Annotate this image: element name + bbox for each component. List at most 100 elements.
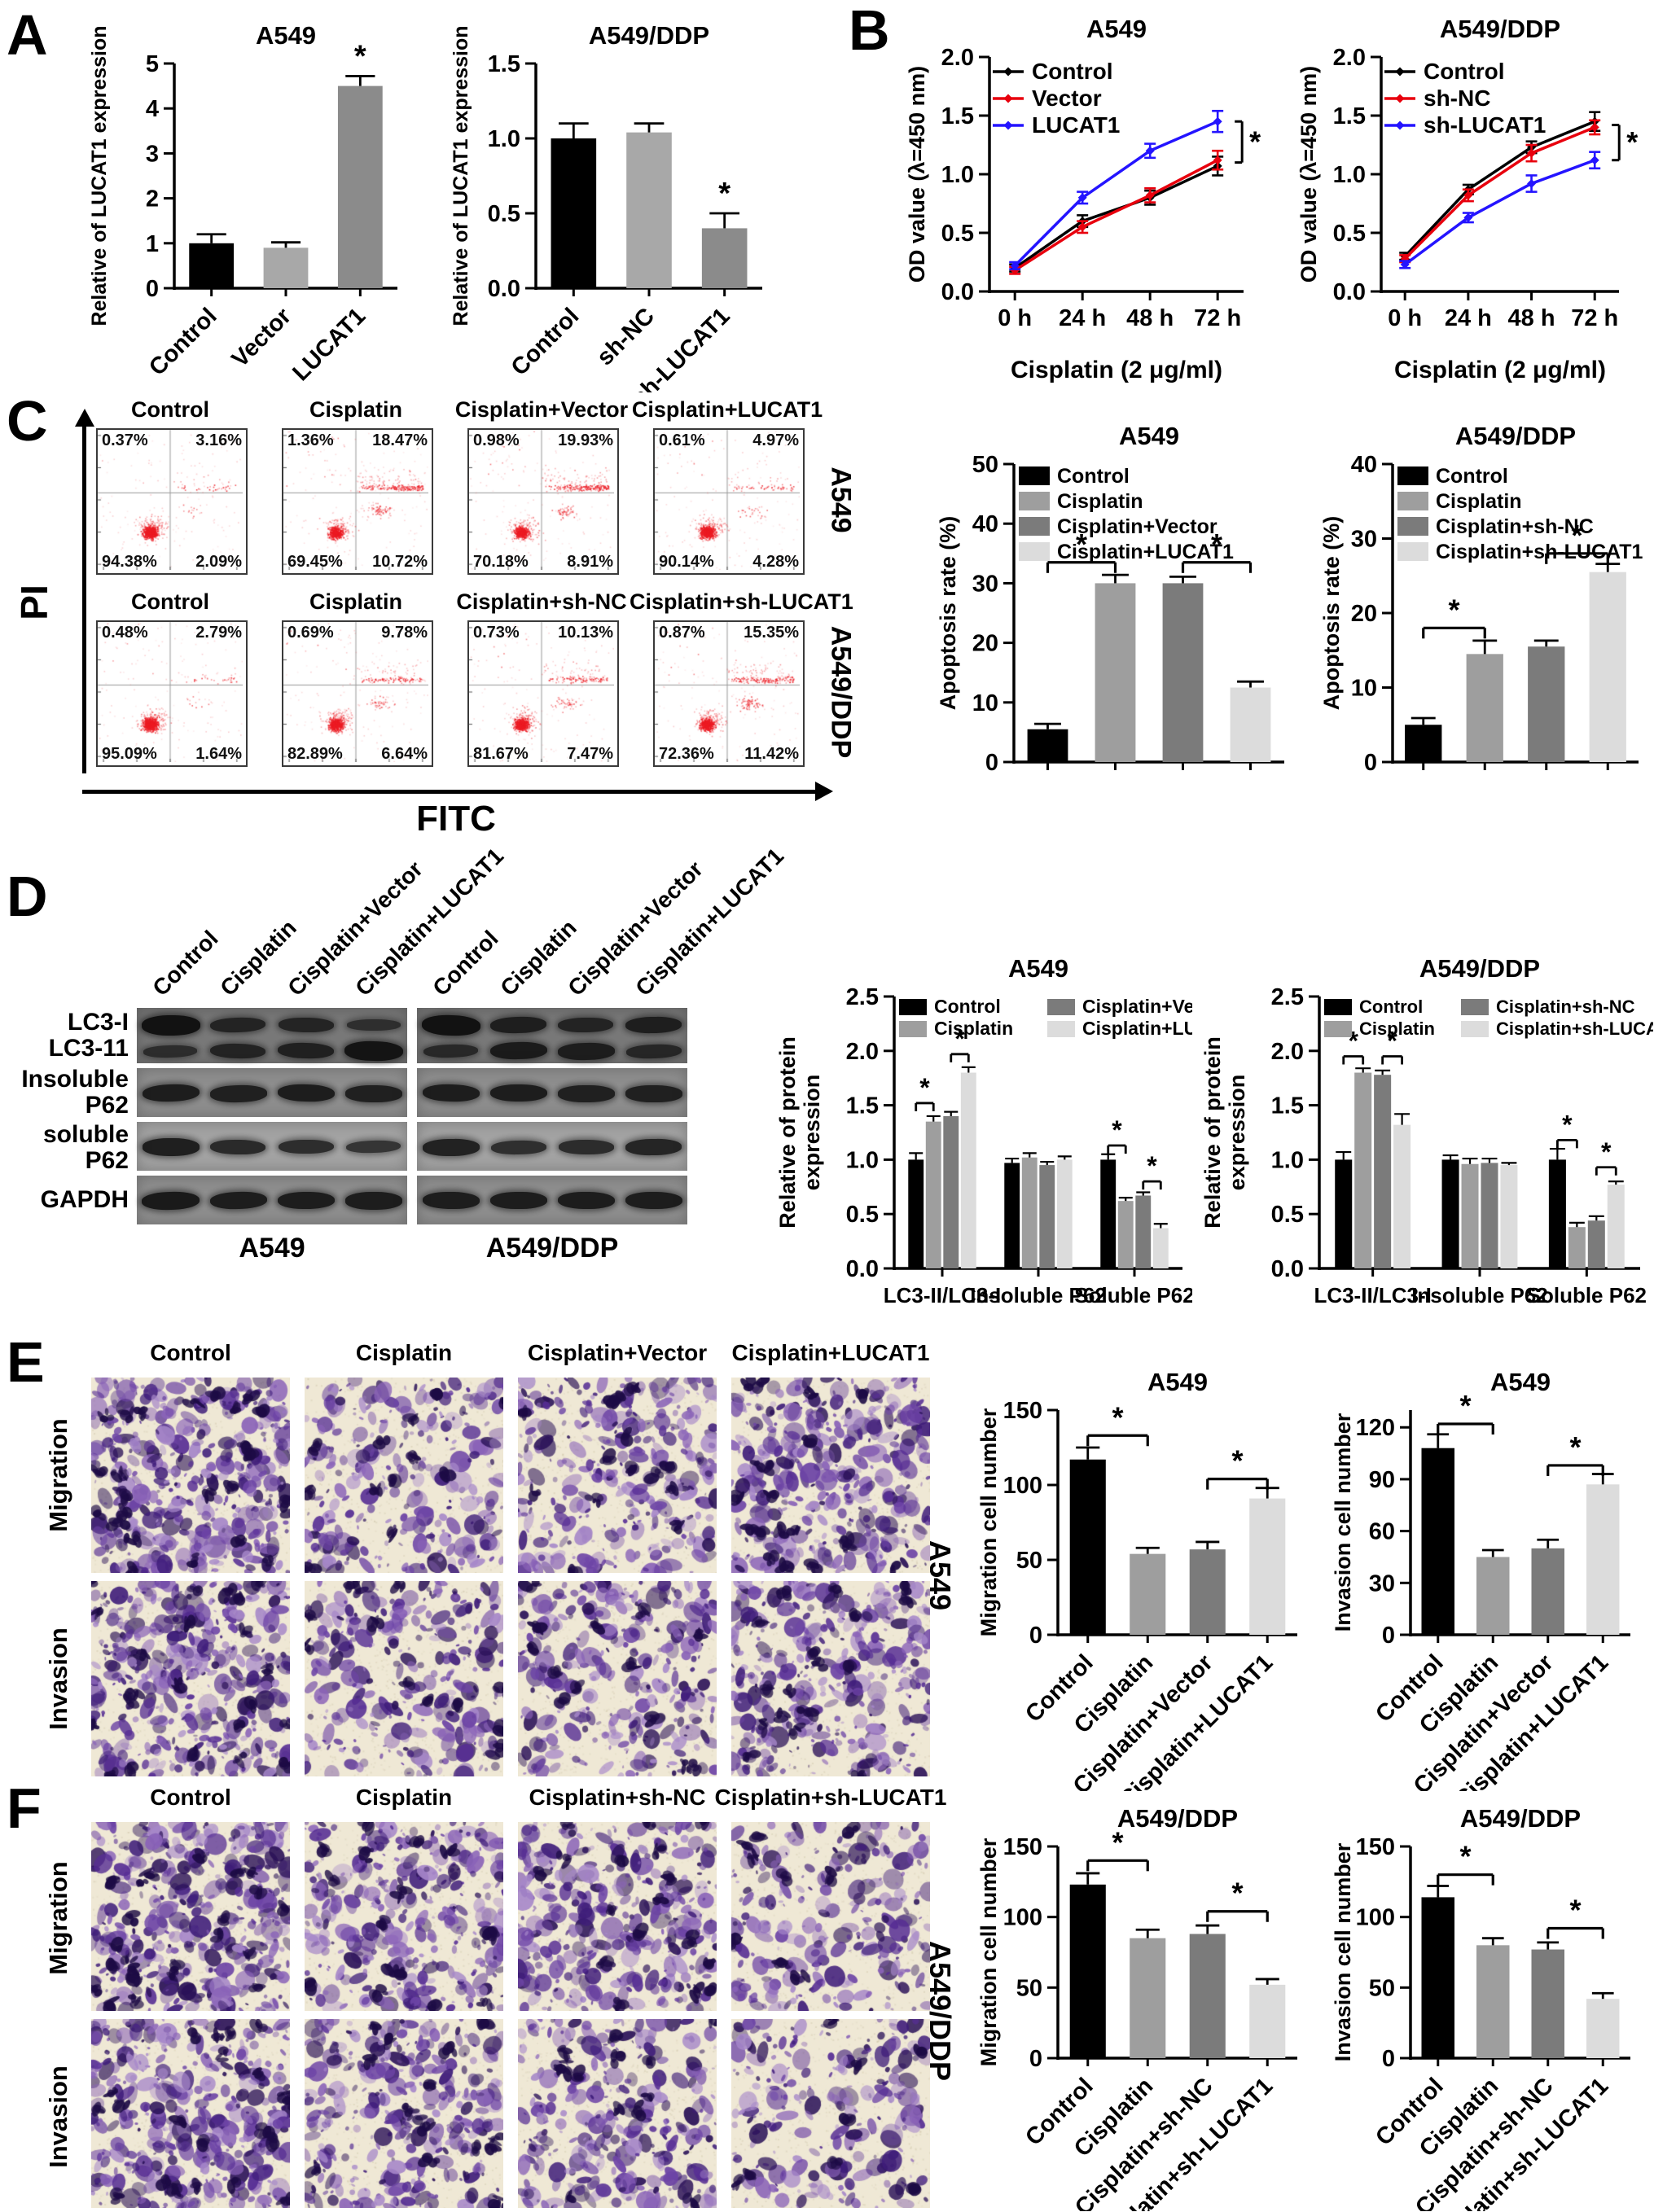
transwell-image bbox=[305, 2019, 503, 2208]
flow-quadrant-percent-ul: 0.98% bbox=[473, 431, 520, 449]
flow-quadrant-percent-ur: 18.47% bbox=[372, 431, 428, 449]
svg-text:Cisplatin+sh-LUCAT1: Cisplatin+sh-LUCAT1 bbox=[1436, 541, 1643, 563]
transwell-image bbox=[91, 1822, 290, 2011]
svg-text:Cisplatin: Cisplatin bbox=[934, 1018, 1013, 1039]
svg-text:1.0: 1.0 bbox=[488, 126, 520, 152]
svg-text:Control: Control bbox=[1057, 465, 1130, 488]
svg-text:100: 100 bbox=[1003, 1473, 1042, 1499]
transwell-image bbox=[91, 1378, 290, 1573]
blot-band bbox=[625, 1192, 682, 1210]
blot-membrane-block bbox=[417, 1176, 687, 1224]
svg-text:*: * bbox=[1112, 1825, 1123, 1859]
blot-band bbox=[346, 1019, 401, 1031]
flow-quadrant-percent-ul: 0.48% bbox=[102, 624, 148, 642]
svg-text:A549/DDP: A549/DDP bbox=[589, 21, 709, 50]
blot-membrane-block bbox=[137, 1008, 407, 1063]
flow-quadrant-percent-ur: 9.78% bbox=[381, 624, 428, 642]
blot-band bbox=[557, 1191, 615, 1210]
flow-quadrant-percent-lr: 4.28% bbox=[752, 553, 799, 571]
bar-chart-C2: 0 10 20 30 40 A549/DDP Apoptosis rate (%) * * Con… bbox=[1319, 423, 1643, 776]
panel-e-row-label-invasion: Invasion bbox=[44, 1627, 72, 1730]
svg-text:Cisplatin+sh-NC: Cisplatin+sh-NC bbox=[1496, 996, 1635, 1017]
flow-quadrant-percent-ul: 0.37% bbox=[102, 431, 148, 449]
svg-text:40: 40 bbox=[972, 511, 998, 537]
flow-plot-title: Cisplatin+sh-NC bbox=[456, 589, 627, 614]
svg-text:*: * bbox=[1626, 125, 1638, 159]
svg-text:0 h: 0 h bbox=[1388, 305, 1422, 331]
svg-text:A549/DDP: A549/DDP bbox=[1117, 1804, 1238, 1833]
svg-text:24 h: 24 h bbox=[1445, 305, 1492, 331]
svg-text:0.0: 0.0 bbox=[846, 1256, 879, 1282]
blot-band bbox=[422, 1191, 480, 1211]
svg-text:A549: A549 bbox=[1086, 15, 1147, 43]
svg-text:*: * bbox=[954, 1024, 965, 1053]
svg-text:Invasion cell number: Invasion cell number bbox=[1331, 1842, 1355, 2061]
svg-text:0: 0 bbox=[1029, 2046, 1042, 2072]
svg-text:Apoptosis rate (%): Apoptosis rate (%) bbox=[1319, 516, 1344, 711]
pi-axis-arrowhead-icon bbox=[75, 409, 94, 427]
svg-text:Control: Control bbox=[934, 996, 1001, 1017]
pi-axis-arrow-line bbox=[82, 425, 86, 773]
blot-membrane-block bbox=[417, 1008, 687, 1063]
panel-e-row-label-migration: Migration bbox=[44, 1418, 72, 1532]
svg-text:30: 30 bbox=[1351, 527, 1377, 553]
blot-band bbox=[210, 1016, 266, 1034]
flow-row-label-a549: A549 bbox=[825, 466, 857, 533]
blot-band bbox=[210, 1043, 266, 1059]
blot-membrane-block bbox=[137, 1122, 407, 1171]
svg-text:120: 120 bbox=[1356, 1415, 1395, 1441]
blot-band bbox=[558, 1139, 614, 1155]
blot-membrane-block bbox=[417, 1068, 687, 1117]
flow-quadrant-percent-lr: 11.42% bbox=[744, 745, 799, 763]
flow-quadrant-percent-ur: 3.16% bbox=[195, 431, 242, 449]
blot-membrane-block bbox=[137, 1176, 407, 1224]
panel-letter-e: E bbox=[7, 1330, 45, 1394]
svg-text:A549: A549 bbox=[1147, 1368, 1208, 1396]
flow-scatter-plot: 0.37% 3.16% 94.38% 2.09% bbox=[96, 428, 248, 575]
svg-text:Cisplatin: Cisplatin bbox=[1359, 1018, 1435, 1039]
svg-text:A549: A549 bbox=[1119, 423, 1179, 450]
svg-text:2.0: 2.0 bbox=[846, 1039, 879, 1065]
svg-text:OD value (λ=450 nm): OD value (λ=450 nm) bbox=[905, 66, 929, 283]
svg-text:100: 100 bbox=[1356, 1905, 1395, 1931]
transwell-image bbox=[305, 1378, 503, 1573]
svg-text:60: 60 bbox=[1369, 1519, 1395, 1545]
svg-text:10: 10 bbox=[1351, 676, 1377, 702]
svg-text:*: * bbox=[1231, 1877, 1243, 1910]
svg-text:Relative of protein: Relative of protein bbox=[1200, 1036, 1225, 1229]
panel-letter-b: B bbox=[849, 0, 890, 62]
svg-text:Control: Control bbox=[144, 303, 222, 381]
svg-text:*: * bbox=[1459, 1840, 1471, 1873]
svg-text:0: 0 bbox=[1029, 1623, 1042, 1649]
flow-quadrant-percent-ul: 0.61% bbox=[659, 431, 705, 449]
blot-band bbox=[489, 1041, 547, 1061]
svg-text:2.0: 2.0 bbox=[1333, 45, 1366, 71]
svg-text:Cisplatin (2 μg/ml): Cisplatin (2 μg/ml) bbox=[1011, 357, 1222, 383]
flow-plot-title: Cisplatin bbox=[309, 397, 402, 422]
svg-text:Cisplatin+Vector: Cisplatin+Vector bbox=[1082, 996, 1192, 1017]
flow-quadrant-percent-ll: 94.38% bbox=[102, 553, 157, 571]
flow-scatter-canvas bbox=[655, 430, 800, 570]
svg-text:*: * bbox=[1569, 1894, 1581, 1927]
line-chart-B1: 0.0 0.5 1.0 1.5 2.0 A549 OD value (λ=450 nm) 0 … bbox=[905, 15, 1261, 383]
svg-text:*: * bbox=[1231, 1444, 1243, 1478]
svg-text:*: * bbox=[1571, 519, 1582, 552]
blot-band bbox=[625, 1138, 682, 1156]
svg-text:*: * bbox=[1562, 1110, 1573, 1139]
svg-text:A549/DDP: A549/DDP bbox=[1455, 423, 1576, 450]
svg-text:1.0: 1.0 bbox=[1333, 162, 1366, 188]
svg-text:Cisplatin: Cisplatin bbox=[1057, 490, 1143, 513]
svg-text:1.5: 1.5 bbox=[1333, 103, 1366, 129]
blot-band bbox=[277, 1192, 335, 1210]
flow-scatter-plot: 0.61% 4.97% 90.14% 4.28% bbox=[653, 428, 805, 575]
svg-text:4: 4 bbox=[146, 96, 159, 122]
svg-text:0.5: 0.5 bbox=[846, 1202, 879, 1228]
svg-text:Apoptosis rate (%): Apoptosis rate (%) bbox=[936, 516, 960, 711]
svg-text:0: 0 bbox=[1364, 750, 1377, 776]
svg-text:50: 50 bbox=[1369, 1975, 1395, 2001]
bar-chart-A2: 0.0 0.5 1.0 1.5 A549/DDP Relative of LUCAT1 e… bbox=[450, 21, 762, 392]
flow-plot-title: Control bbox=[131, 589, 209, 614]
blot-band bbox=[346, 1140, 401, 1154]
